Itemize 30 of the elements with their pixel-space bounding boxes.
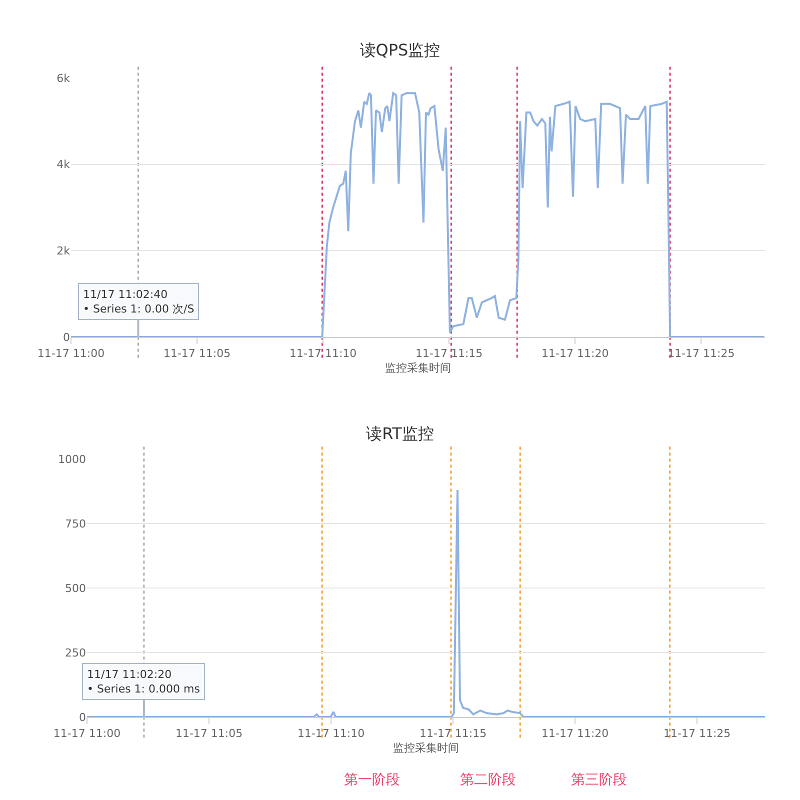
chart-title: 读QPS监控 bbox=[360, 40, 440, 60]
y-tick-label: 750 bbox=[65, 517, 86, 530]
annotation: 11/17 11:02:20 • Series 1: 0.000 ms bbox=[87, 668, 200, 696]
x-tick-label: 11-17 11:00 bbox=[37, 347, 105, 360]
x-tick-label: 11-17 11:20 bbox=[541, 727, 609, 740]
y-tick-label: 0 bbox=[79, 710, 86, 724]
x-axis-title: 监控采集时间 bbox=[393, 741, 459, 754]
y-tick-label: 2k bbox=[56, 244, 71, 258]
x-tick-label: 11-17 11:25 bbox=[668, 347, 735, 360]
x-tick-label: 11-17 11:00 bbox=[53, 727, 121, 740]
chart-title: 读RT监控 bbox=[366, 424, 434, 443]
x-tick-label: 11-17 11:05 bbox=[175, 727, 243, 740]
y-tick-label: 0 bbox=[63, 330, 70, 344]
y-tick-label: 6k bbox=[56, 72, 71, 85]
x-tick-label: 11-17 11:05 bbox=[163, 347, 231, 360]
y-tick-label: 500 bbox=[65, 582, 86, 595]
x-tick-label: 11-17 11:10 bbox=[297, 727, 365, 740]
text: 第二阶段 bbox=[460, 772, 516, 788]
x-axis-title: 监控采集时间 bbox=[385, 361, 451, 374]
y-tick-label: 1000 bbox=[58, 452, 86, 466]
x-tick-label: 11-17 11:25 bbox=[663, 727, 731, 740]
text: 第一阶段 bbox=[344, 772, 400, 788]
y-tick-label: 250 bbox=[65, 646, 86, 660]
x-tick-label: 11-17 11:20 bbox=[542, 347, 609, 360]
text: 第三阶段 bbox=[571, 772, 627, 788]
y-tick-label: 4k bbox=[56, 158, 71, 172]
x-tick-label: 11-17 11:10 bbox=[289, 347, 357, 360]
x-tick-label: 11-17 11:15 bbox=[419, 727, 487, 740]
annotation: 11/17 11:02:40 • Series 1: 0.00 次/S bbox=[83, 288, 194, 316]
x-tick-label: 11-17 11:15 bbox=[416, 347, 483, 360]
